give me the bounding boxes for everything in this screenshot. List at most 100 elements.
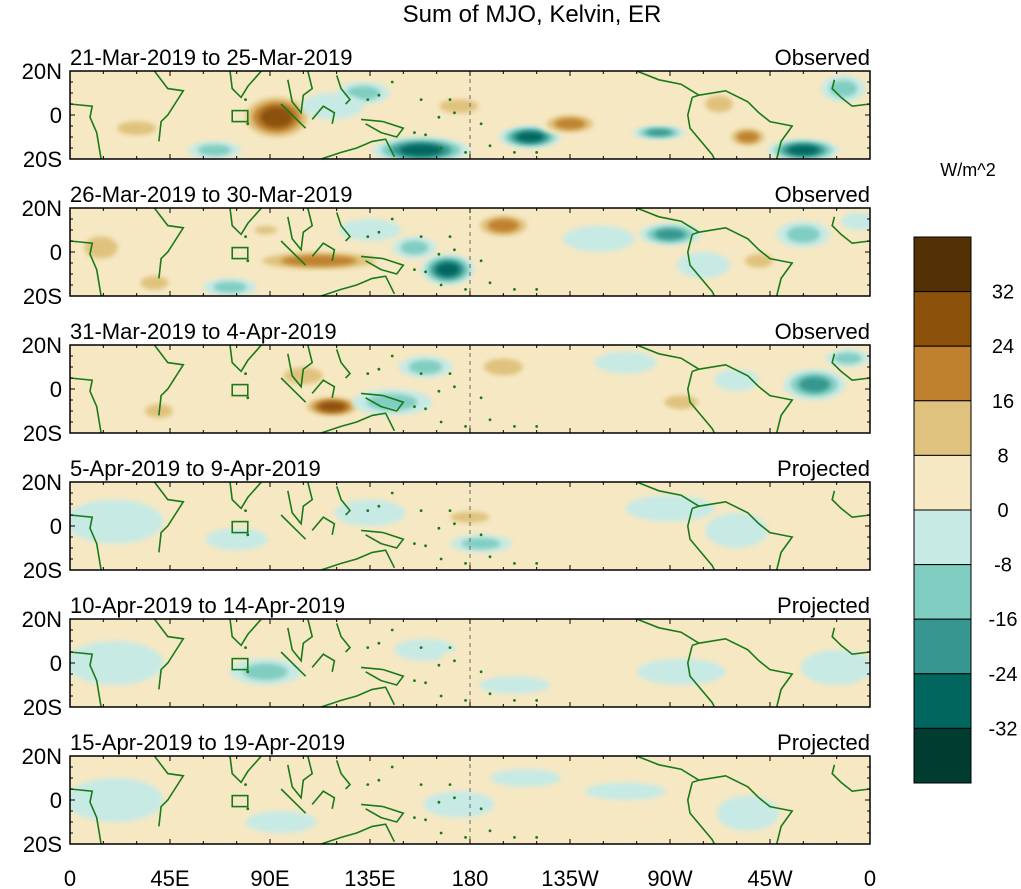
x-tick-label: 45E xyxy=(150,866,189,889)
coastline xyxy=(311,379,336,398)
island-dot xyxy=(437,526,441,530)
colorbar-tick-label: 16 xyxy=(992,391,1014,413)
anomaly-contour xyxy=(787,145,819,156)
island-dot xyxy=(464,562,467,565)
anomaly-field xyxy=(70,756,870,844)
coastline xyxy=(287,71,314,115)
coastline xyxy=(153,482,185,553)
anomaly-contour xyxy=(283,367,323,385)
coastline xyxy=(698,637,794,707)
x-tick-label: 135E xyxy=(344,866,395,889)
island-dot xyxy=(464,699,467,702)
island-dot xyxy=(453,111,456,115)
island-dot xyxy=(488,418,492,422)
coastline xyxy=(831,490,870,519)
anomaly-contour xyxy=(205,528,268,551)
island-dot xyxy=(535,151,539,154)
panel-period-label: 31-Mar-2019 to 4-Apr-2019 xyxy=(70,319,337,344)
colorbar-tick-label: 8 xyxy=(997,445,1008,467)
coastline xyxy=(229,71,263,99)
anomaly-contour xyxy=(833,352,862,364)
coastline xyxy=(70,514,102,570)
island-dot xyxy=(246,122,250,126)
coastline xyxy=(335,623,352,653)
island-dot xyxy=(413,268,416,271)
anomaly-field xyxy=(70,619,870,707)
panel-kind-label: Observed xyxy=(775,182,870,207)
anomaly-field xyxy=(70,208,870,296)
anomaly-contour xyxy=(245,811,317,833)
coastline xyxy=(311,653,336,672)
coastline xyxy=(153,619,185,690)
island-dot xyxy=(377,230,381,234)
y-tick-label: 20S xyxy=(23,832,62,857)
coastline xyxy=(361,666,405,686)
y-tick-label: 0 xyxy=(50,103,62,128)
y-tick-label: 0 xyxy=(50,788,62,813)
island-dot xyxy=(246,807,250,811)
island-dot xyxy=(437,800,441,804)
anomaly-contour xyxy=(338,822,402,840)
colorbar-swatch xyxy=(913,564,972,620)
island-dot xyxy=(424,818,427,822)
island-dot xyxy=(419,646,423,649)
island-dot xyxy=(488,692,492,696)
panel-5: 20N 0 20S 10-Apr-2019 to 14-Apr-2019 Project… xyxy=(22,593,871,720)
panel-period-label: 15-Apr-2019 to 19-Apr-2019 xyxy=(70,730,345,755)
island-dot xyxy=(377,778,381,782)
anomaly-contour xyxy=(523,501,595,524)
panel-6: 20N 0 20S 15-Apr-2019 to 19-Apr-2019 Project… xyxy=(22,730,871,857)
island-dot xyxy=(439,146,443,150)
coastline xyxy=(698,89,794,159)
anomaly-contour xyxy=(176,90,222,113)
panel-4: 20N 0 20S 5-Apr-2019 to 9-Apr-2019 Projected xyxy=(22,456,871,583)
coastline xyxy=(320,412,396,433)
y-tick-label: 0 xyxy=(50,651,62,676)
coastline xyxy=(361,529,405,549)
colorbar-unit: W/m^2 xyxy=(940,160,995,180)
island-dot xyxy=(419,98,423,101)
anomaly-contour xyxy=(801,649,870,685)
anomaly-contour xyxy=(70,641,164,685)
island-dot xyxy=(439,557,443,561)
coastline xyxy=(280,377,307,403)
colorbar-swatch xyxy=(913,345,972,402)
panels: 20N 0 20S 21-Mar-2019 to 25-Mar-2019 Observe… xyxy=(22,45,871,857)
anomaly-contour xyxy=(78,356,133,378)
coastline xyxy=(636,345,701,373)
anomaly-contour xyxy=(140,275,169,290)
anomaly-contour xyxy=(84,236,118,259)
coastline xyxy=(686,782,716,844)
coastline xyxy=(361,118,405,138)
island-dot xyxy=(479,807,483,811)
island-dot xyxy=(244,646,247,649)
anomaly-contour xyxy=(346,86,381,100)
island-dot xyxy=(479,259,483,263)
anomaly-contour xyxy=(294,634,357,657)
island-dot xyxy=(439,831,443,835)
coastline xyxy=(311,105,336,124)
coastline xyxy=(636,482,701,510)
colorbar-tick-label: -8 xyxy=(994,555,1012,577)
panel-2: 20N 0 20S 26-Mar-2019 to 30-Mar-2019 Observe… xyxy=(22,182,871,309)
colorbar-tick-label: 0 xyxy=(997,500,1008,522)
island-dot xyxy=(535,562,539,565)
coastline xyxy=(153,208,185,279)
anomaly-contour xyxy=(714,369,759,392)
island-dot xyxy=(390,628,394,632)
coastline xyxy=(320,549,396,570)
island-dot xyxy=(424,407,427,411)
x-axis: 0 45E 90E 135E 180 135W 90W 45W 0 xyxy=(64,866,876,889)
island-dot xyxy=(535,699,539,702)
coastline xyxy=(335,75,352,105)
island-dot xyxy=(488,829,492,833)
anomaly-contour xyxy=(254,225,277,235)
anomaly-contour xyxy=(318,401,346,412)
anomaly-contour xyxy=(516,132,544,142)
coastline xyxy=(153,345,185,416)
coastline xyxy=(153,756,185,827)
coastline xyxy=(229,756,263,784)
island-dot xyxy=(448,372,452,375)
coastline xyxy=(361,392,405,412)
panel-1: 20N 0 20S 21-Mar-2019 to 25-Mar-2019 Observe… xyxy=(22,45,871,172)
